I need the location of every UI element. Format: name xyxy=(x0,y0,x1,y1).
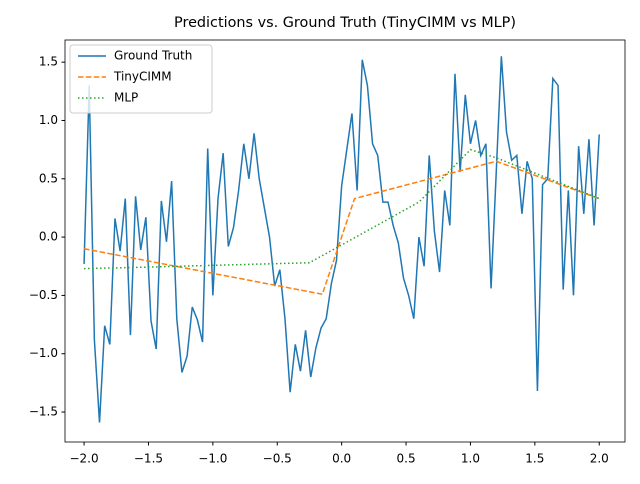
legend-frame xyxy=(69,44,213,114)
y-tick-label: 1.0 xyxy=(39,113,58,127)
legend-label: TinyCIMM xyxy=(113,70,172,84)
legend-label: MLP xyxy=(114,91,138,105)
chart-title: Predictions vs. Ground Truth (TinyCIMM v… xyxy=(174,15,516,31)
x-tick-label: −0.5 xyxy=(263,452,292,466)
x-tick-label: 0.5 xyxy=(397,452,416,466)
y-tick-label: −0.5 xyxy=(29,288,58,302)
x-tick-label: 1.5 xyxy=(525,452,544,466)
data-line xyxy=(83,56,600,423)
y-tick-label: −1.0 xyxy=(29,346,58,360)
legend-label: Ground Truth xyxy=(114,49,192,63)
x-tick-label: 0.0 xyxy=(332,452,351,466)
x-tick-label: 1.0 xyxy=(461,452,480,466)
x-tick-label: −2.0 xyxy=(69,452,98,466)
y-tick-label: 0.5 xyxy=(39,171,58,185)
data-line xyxy=(83,160,600,296)
y-tick-label: 1.5 xyxy=(39,55,58,69)
x-tick-label: −1.5 xyxy=(134,452,163,466)
y-tick-label: 0.0 xyxy=(39,230,58,244)
legend: Ground Truth TinyCIMM MLP xyxy=(69,44,213,114)
x-tick-label: −1.0 xyxy=(198,452,227,466)
x-tick-label: 2.0 xyxy=(590,452,609,466)
y-tick-label: −1.5 xyxy=(29,405,58,419)
plot-frame xyxy=(64,39,626,443)
